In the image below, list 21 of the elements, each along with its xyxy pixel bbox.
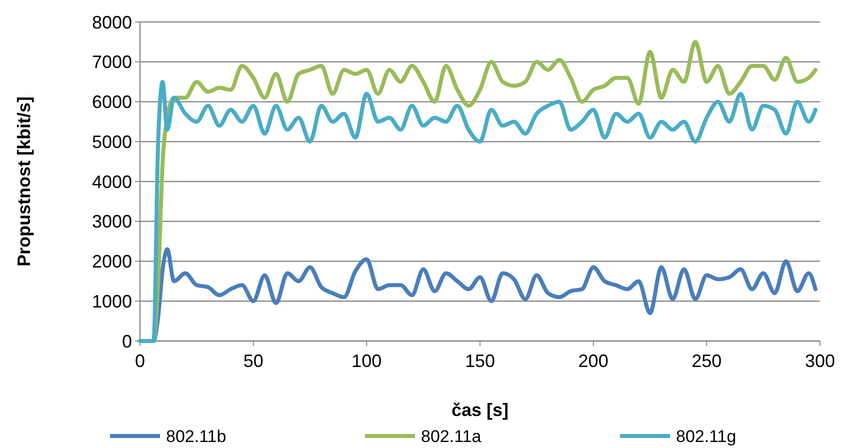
x-tick-label: 300	[804, 351, 836, 371]
y-tick-label: 0	[122, 331, 132, 352]
legend-label: 802.11b	[166, 426, 226, 446]
y-tick-label: 8000	[92, 12, 132, 32]
legend-label: 802.11g	[676, 426, 736, 446]
x-tick-label: 150	[464, 351, 496, 371]
y-tick-label: 3000	[92, 212, 132, 232]
x-tick-label: 250	[692, 351, 722, 371]
y-tick-label: 5000	[92, 132, 132, 152]
y-tick-label: 2000	[92, 252, 132, 272]
y-tick-label: 1000	[92, 291, 132, 312]
x-tick-label: 50	[243, 351, 264, 371]
y-axis-title: Propustnost [kbit/s]	[14, 96, 34, 266]
y-tick-label: 6000	[92, 92, 132, 112]
x-axis-title: čas [s]	[451, 400, 509, 420]
x-tick-label: 200	[578, 351, 608, 371]
legend-label: 802.11a	[421, 426, 482, 446]
x-tick-label: 0	[134, 351, 146, 371]
y-tick-label: 4000	[92, 172, 132, 192]
y-tick-label: 7000	[92, 52, 132, 72]
x-tick-label: 100	[352, 351, 382, 371]
